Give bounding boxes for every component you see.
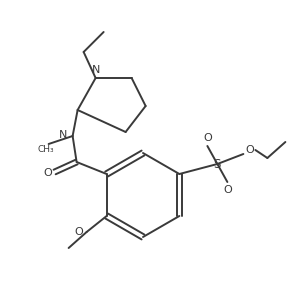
- Text: N: N: [58, 130, 67, 140]
- Text: O: O: [43, 168, 52, 178]
- Text: N: N: [91, 65, 100, 75]
- Text: O: O: [203, 133, 212, 143]
- Text: O: O: [223, 185, 232, 195]
- Text: S: S: [214, 157, 221, 171]
- Text: CH₃: CH₃: [37, 146, 54, 155]
- Text: O: O: [74, 227, 83, 237]
- Text: O: O: [245, 145, 254, 155]
